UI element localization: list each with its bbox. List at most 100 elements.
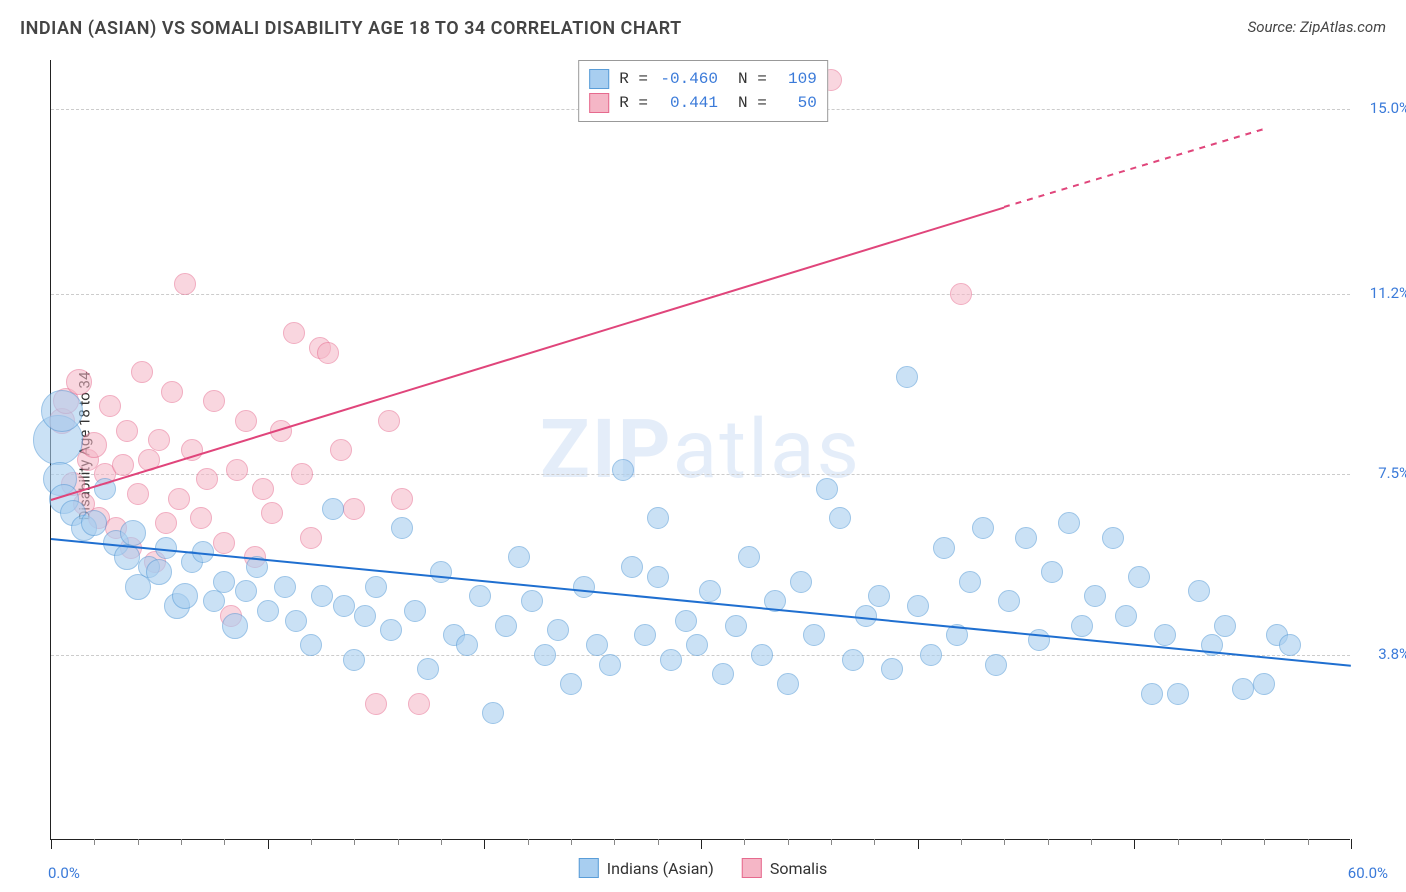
xtick-minor <box>831 839 832 845</box>
ytick-label: 11.2% <box>1355 284 1406 302</box>
indians-point <box>712 663 734 685</box>
somalis-point <box>213 532 235 554</box>
xtick-major <box>51 839 52 849</box>
indians-point <box>1102 527 1124 549</box>
indians-point <box>959 571 981 593</box>
watermark: ZIPatlas <box>540 402 861 498</box>
indians-point <box>1188 580 1210 602</box>
indians-point <box>1084 585 1106 607</box>
somalis-point <box>365 693 387 715</box>
legend-swatch <box>589 93 609 113</box>
somalis-point <box>127 483 149 505</box>
indians-point <box>1028 629 1050 651</box>
indians-point <box>920 644 942 666</box>
indians-point <box>81 510 107 536</box>
indians-point <box>725 615 747 637</box>
indians-point <box>972 517 994 539</box>
indians-point <box>1128 566 1150 588</box>
somalis-point <box>112 454 134 476</box>
xtick-minor <box>1004 839 1005 845</box>
somalis-point <box>81 432 107 458</box>
indians-point <box>257 600 279 622</box>
indians-point <box>274 576 296 598</box>
indians-point <box>907 595 929 617</box>
xtick-minor <box>1178 839 1179 845</box>
somalis-trend-extrapolate <box>1004 128 1265 208</box>
xtick-minor <box>788 839 789 845</box>
indians-point <box>391 517 413 539</box>
indians-point <box>686 634 708 656</box>
indians-point <box>1115 605 1137 627</box>
xtick-minor <box>398 839 399 845</box>
indians-point <box>660 649 682 671</box>
legend-item: Somalis <box>742 858 827 878</box>
somalis-point <box>330 439 352 461</box>
n-value: 109 <box>777 70 817 88</box>
somalis-point <box>378 410 400 432</box>
indians-point <box>738 546 760 568</box>
indians-point <box>495 615 517 637</box>
somalis-point <box>291 463 313 485</box>
indians-point <box>380 619 402 641</box>
indians-point <box>896 366 918 388</box>
legend-series: Indians (Asian) Somalis <box>579 858 827 878</box>
xtick-minor <box>1091 839 1092 845</box>
indians-point <box>829 507 851 529</box>
indians-point <box>868 585 890 607</box>
somalis-trend <box>51 206 1005 500</box>
indians-point <box>675 610 697 632</box>
legend-swatch <box>579 858 599 878</box>
somalis-point <box>317 342 339 364</box>
indians-point <box>599 654 621 676</box>
legend-swatch <box>589 69 609 89</box>
xtick-major <box>701 839 702 849</box>
watermark-bold: ZIP <box>540 402 673 498</box>
indians-point <box>285 610 307 632</box>
indians-point <box>456 634 478 656</box>
somalis-point <box>343 498 365 520</box>
indians-point <box>1253 673 1275 695</box>
r-value: -0.460 <box>658 70 718 88</box>
somalis-point <box>950 283 972 305</box>
xtick-minor <box>94 839 95 845</box>
indians-point <box>1167 683 1189 705</box>
indians-point <box>1279 634 1301 656</box>
xtick-minor <box>1221 839 1222 845</box>
n-value: 50 <box>777 94 817 112</box>
indians-point <box>586 634 608 656</box>
xtick-major <box>918 839 919 849</box>
xtick-minor <box>354 839 355 845</box>
legend-label: Somalis <box>770 859 827 878</box>
somalis-point <box>161 381 183 403</box>
indians-point <box>482 702 504 724</box>
plot-area: ZIPatlas 3.8%7.5%11.2%15.0% <box>50 60 1350 840</box>
indians-point <box>534 644 556 666</box>
indians-point <box>1015 527 1037 549</box>
indians-point <box>612 459 634 481</box>
somalis-point <box>131 361 153 383</box>
xtick-minor <box>528 839 529 845</box>
somalis-point <box>283 322 305 344</box>
indians-point <box>573 576 595 598</box>
indians-point <box>547 619 569 641</box>
indians-point <box>998 590 1020 612</box>
legend-item: Indians (Asian) <box>579 858 714 878</box>
n-label: N = <box>738 94 767 112</box>
indians-point <box>647 507 669 529</box>
indians-point <box>560 673 582 695</box>
xtick-minor <box>441 839 442 845</box>
somalis-point <box>190 507 212 529</box>
indians-point <box>790 571 812 593</box>
xtick-minor <box>1264 839 1265 845</box>
indians-point <box>404 600 426 622</box>
somalis-point <box>203 390 225 412</box>
xtick-minor <box>874 839 875 845</box>
xtick-minor <box>571 839 572 845</box>
xtick-minor <box>658 839 659 845</box>
xtick-minor <box>1308 839 1309 845</box>
xtick-minor <box>138 839 139 845</box>
xtick-minor <box>961 839 962 845</box>
somalis-point <box>408 693 430 715</box>
somalis-point <box>391 488 413 510</box>
legend-stats: R =-0.460N =109R =0.441N =50 <box>578 60 828 122</box>
